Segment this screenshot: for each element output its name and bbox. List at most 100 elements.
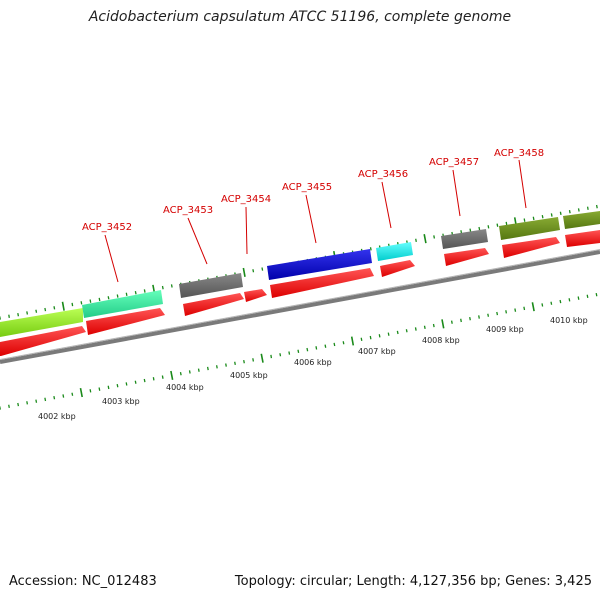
minor-tick (415, 238, 417, 243)
minor-tick (469, 316, 471, 321)
minor-tick (469, 228, 472, 232)
cds-arrow (565, 230, 600, 247)
major-tick (242, 267, 246, 277)
minor-tick (586, 294, 589, 299)
cds-arrow (270, 268, 374, 298)
kbp-label: 4004 kbp (166, 383, 204, 392)
minor-tick (360, 337, 363, 342)
gene-label: ACP_3456 (358, 169, 408, 180)
gene-label: ACP_3452 (82, 222, 132, 233)
kbp-label: 4010 kbp (550, 316, 588, 325)
minor-tick (261, 267, 264, 271)
kbp-label: 4003 kbp (102, 397, 140, 406)
gene-label: ACP_3455 (282, 182, 332, 193)
minor-tick (252, 269, 255, 273)
minor-tick (568, 209, 571, 214)
minor-tick (505, 221, 508, 226)
cds-arrow (502, 237, 560, 258)
minor-tick (514, 308, 517, 312)
minor-tick (523, 218, 526, 222)
minor-tick (17, 402, 20, 407)
minor-tick (98, 387, 101, 391)
minor-tick (288, 351, 291, 355)
minor-tick (179, 371, 182, 376)
major-tick (79, 387, 83, 398)
minor-tick (487, 313, 490, 317)
feature-block-olive-3458 (499, 217, 560, 240)
minor-tick (460, 318, 462, 323)
gene-leader-line (245, 206, 248, 255)
major-tick (260, 353, 264, 363)
gene-leader-line (452, 169, 461, 217)
minor-tick (333, 342, 336, 347)
minor-tick (125, 382, 128, 386)
major-tick (350, 336, 355, 346)
cds-arrow (0, 326, 86, 356)
minor-tick (595, 292, 598, 297)
gene-label: ACP_3453 (163, 205, 213, 216)
gene-label: ACP_3457 (429, 157, 479, 168)
gene-leader-line (104, 234, 119, 283)
minor-tick (80, 301, 83, 305)
minor-tick (478, 226, 481, 231)
kbp-label: 4005 kbp (230, 371, 268, 380)
minor-tick (541, 214, 544, 219)
minor-tick (53, 306, 56, 310)
minor-tick (387, 332, 390, 336)
minor-tick (396, 330, 399, 335)
minor-tick (89, 389, 92, 393)
gene-leader-line (305, 194, 317, 244)
minor-tick (197, 368, 200, 372)
minor-tick (71, 392, 74, 396)
major-tick (170, 370, 174, 380)
minor-tick (568, 298, 571, 302)
minor-tick (577, 208, 580, 212)
minor-tick (206, 366, 209, 371)
minor-tick (26, 401, 29, 405)
minor-tick (8, 314, 10, 319)
minor-tick (559, 299, 562, 304)
cds-arrow (444, 248, 489, 266)
feature-block-gray-3457 (441, 229, 488, 249)
kbp-label: 4007 kbp (358, 347, 396, 356)
minor-tick (107, 296, 110, 300)
minor-tick (116, 294, 119, 298)
feature-block-gray-3453 (179, 273, 243, 298)
map-title: Acidobacterium capsulatum ATCC 51196, co… (88, 9, 512, 25)
minor-tick (550, 301, 553, 305)
gene-leader-line (187, 217, 208, 265)
feature-block-olive-next (563, 211, 600, 229)
minor-tick (35, 309, 38, 313)
minor-tick (44, 307, 47, 312)
minor-tick (53, 395, 56, 400)
minor-tick (450, 320, 453, 324)
minor-tick (44, 397, 47, 402)
minor-tick (541, 303, 544, 307)
minor-tick (89, 299, 92, 303)
minor-tick (523, 306, 526, 311)
accession-text: Accession: NC_012483 (9, 574, 157, 589)
genome-summary-text: Topology: circular; Length: 4,127,356 bp… (234, 574, 592, 589)
minor-tick (369, 247, 372, 251)
minor-tick (478, 315, 480, 319)
minor-tick (432, 323, 435, 328)
minor-tick (161, 285, 164, 290)
cds-arrow (244, 289, 267, 302)
minor-tick (487, 225, 490, 229)
minor-tick (550, 213, 553, 217)
minor-tick (143, 289, 146, 293)
inner-tick-track (0, 292, 598, 410)
minor-tick (496, 223, 499, 227)
feature-block-cyan-3456 (376, 242, 413, 261)
minor-tick (35, 399, 38, 403)
minor-tick (559, 211, 562, 216)
minor-tick (134, 290, 137, 295)
minor-tick (17, 312, 20, 317)
cds-arrow (380, 260, 415, 277)
minor-tick (342, 341, 345, 345)
minor-tick (586, 206, 589, 210)
major-tick (531, 302, 535, 312)
kbp-label: 4009 kbp (486, 325, 524, 334)
minor-tick (8, 404, 10, 409)
minor-tick (107, 385, 110, 390)
